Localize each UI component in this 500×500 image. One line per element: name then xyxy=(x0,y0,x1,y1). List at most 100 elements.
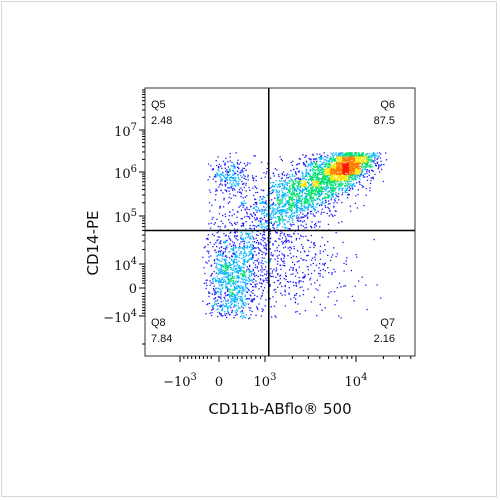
event-dot xyxy=(239,281,241,283)
event-dot xyxy=(243,174,245,176)
event-dot xyxy=(292,199,295,201)
event-dot xyxy=(293,206,295,208)
event-dot xyxy=(233,213,235,215)
event-dot xyxy=(283,247,285,249)
event-dot xyxy=(307,288,309,290)
event-dot xyxy=(346,176,348,178)
event-dot xyxy=(322,161,325,163)
event-dot xyxy=(240,195,242,198)
event-dot xyxy=(316,172,319,174)
event-dot xyxy=(261,227,263,229)
event-dot xyxy=(339,163,341,166)
event-dot xyxy=(301,171,303,173)
event-dot xyxy=(308,173,310,175)
event-dot xyxy=(321,309,323,311)
event-dot xyxy=(254,202,256,204)
event-dot xyxy=(301,244,303,246)
event-dot xyxy=(230,298,232,300)
event-dot xyxy=(307,187,309,189)
event-dot xyxy=(230,301,232,304)
event-dot xyxy=(326,187,328,189)
event-dot xyxy=(277,207,279,209)
event-dot xyxy=(227,273,229,275)
event-dot xyxy=(220,313,222,315)
event-dot xyxy=(247,246,249,248)
event-dot xyxy=(364,165,367,168)
event-dot xyxy=(347,187,349,189)
event-dot xyxy=(341,201,343,204)
event-dot xyxy=(353,185,355,187)
event-dot xyxy=(331,166,333,168)
event-dot xyxy=(232,244,235,246)
event-dot xyxy=(250,251,253,253)
event-dot xyxy=(238,270,240,272)
event-dot xyxy=(320,167,323,169)
event-dot xyxy=(359,162,361,164)
event-dot xyxy=(319,158,321,160)
event-dot xyxy=(284,272,287,274)
x-axis-title: CD11b-ABflo® 500 xyxy=(208,400,351,418)
event-dot xyxy=(216,309,218,311)
event-dot xyxy=(264,202,266,205)
event-dot xyxy=(252,289,254,292)
event-dot xyxy=(271,199,273,201)
event-dot xyxy=(235,223,237,225)
event-dot xyxy=(299,182,301,184)
event-dot xyxy=(252,286,254,288)
event-dot xyxy=(365,194,367,196)
event-dot xyxy=(289,210,291,212)
event-dot xyxy=(292,281,294,283)
event-dot xyxy=(295,209,297,211)
event-dot xyxy=(238,285,240,287)
event-dot xyxy=(242,279,244,281)
event-dot xyxy=(321,190,323,192)
event-dot xyxy=(269,222,271,224)
event-dot xyxy=(237,281,239,283)
event-dot xyxy=(216,232,218,234)
event-dot xyxy=(346,178,348,180)
event-dot xyxy=(289,185,291,187)
event-dot xyxy=(256,206,258,208)
event-dot xyxy=(323,264,325,266)
event-dot xyxy=(261,211,263,213)
event-dot xyxy=(353,156,355,158)
event-dot xyxy=(326,193,329,195)
event-dot xyxy=(259,210,261,212)
event-dot xyxy=(312,205,314,207)
event-dot xyxy=(344,166,346,169)
event-dot xyxy=(211,218,213,220)
event-dot xyxy=(312,257,314,259)
event-dot xyxy=(341,168,343,171)
event-dot xyxy=(346,154,348,156)
event-dot xyxy=(338,222,340,224)
event-dot xyxy=(280,230,282,232)
event-dot xyxy=(300,183,302,185)
event-dot xyxy=(282,242,284,244)
event-dot xyxy=(281,215,283,217)
event-dot xyxy=(317,191,319,193)
event-dot xyxy=(311,186,313,188)
event-dot xyxy=(295,188,297,191)
event-dot xyxy=(231,188,233,190)
event-dot xyxy=(337,173,339,176)
event-dot xyxy=(361,184,363,186)
event-dot xyxy=(291,212,293,214)
event-dot xyxy=(346,167,348,169)
event-dot xyxy=(304,202,306,205)
event-dot xyxy=(327,167,329,169)
event-dot xyxy=(348,176,350,179)
event-dot xyxy=(210,165,212,167)
event-dot xyxy=(336,253,338,255)
event-dot xyxy=(288,292,290,294)
event-dot xyxy=(296,202,298,205)
event-dot xyxy=(306,195,308,197)
event-dot xyxy=(353,158,356,160)
event-dot xyxy=(227,277,229,280)
event-dot xyxy=(235,251,237,254)
event-dot xyxy=(332,196,334,198)
event-dot xyxy=(345,185,347,188)
event-dot xyxy=(347,156,349,158)
event-dot xyxy=(298,213,300,216)
event-dot xyxy=(225,272,227,274)
event-dot xyxy=(333,181,335,183)
